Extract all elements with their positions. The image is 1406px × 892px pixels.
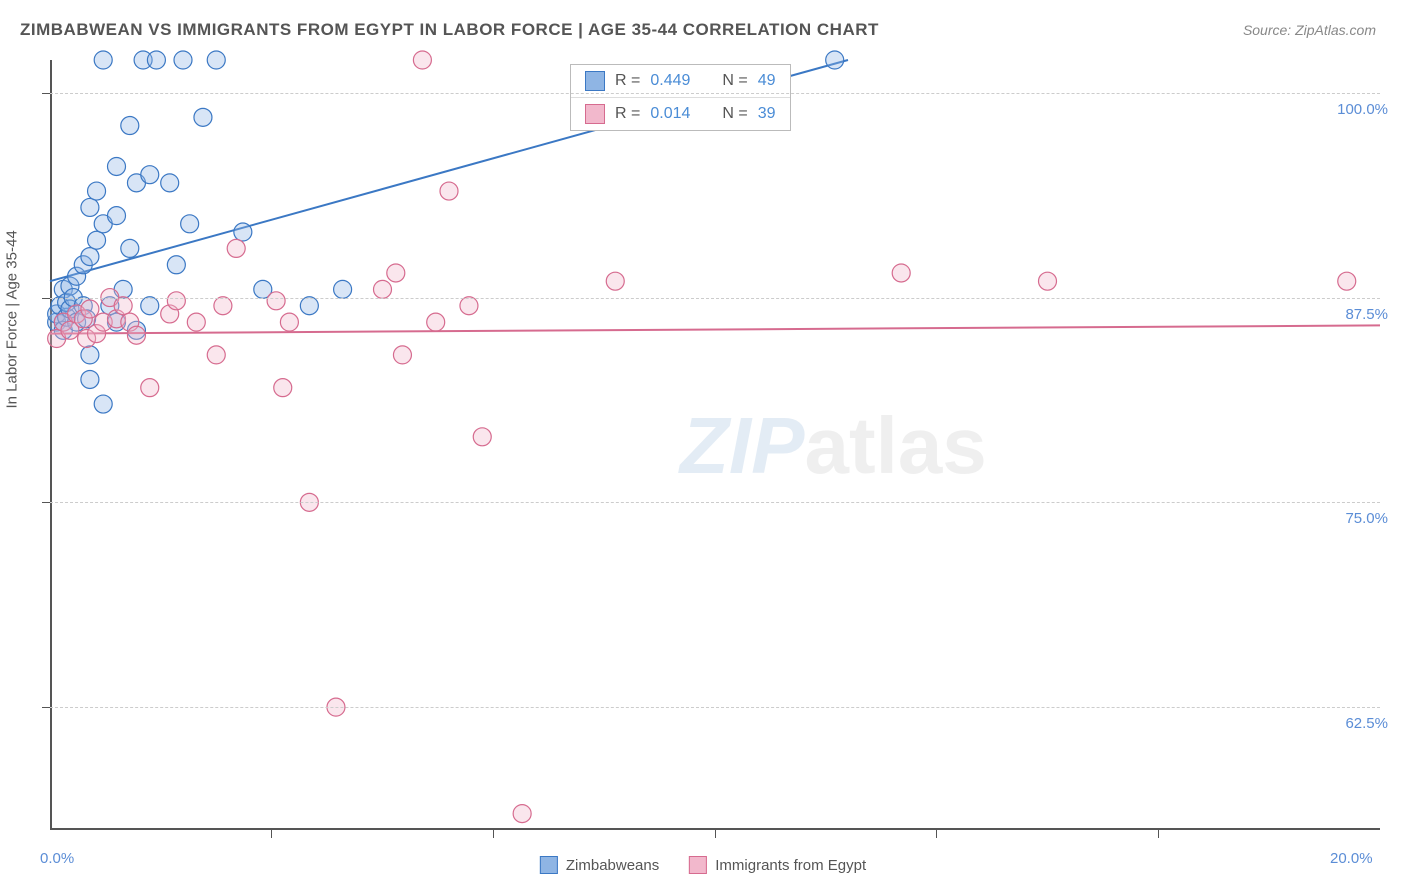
y-tick bbox=[42, 93, 50, 94]
scatter-point bbox=[161, 174, 179, 192]
y-tick bbox=[42, 298, 50, 299]
y-tick-label: 87.5% bbox=[1345, 306, 1388, 323]
scatter-point bbox=[147, 51, 165, 69]
scatter-point bbox=[187, 313, 205, 331]
scatter-point bbox=[892, 264, 910, 282]
scatter-point bbox=[207, 51, 225, 69]
scatter-point bbox=[1338, 272, 1356, 290]
scatter-point bbox=[81, 300, 99, 318]
legend-swatch-1 bbox=[540, 856, 558, 874]
scatter-point bbox=[440, 182, 458, 200]
y-tick bbox=[42, 707, 50, 708]
scatter-point bbox=[280, 313, 298, 331]
scatter-point bbox=[108, 157, 126, 175]
correlation-stats-box: R = 0.449 N = 49 R = 0.014 N = 39 bbox=[570, 64, 791, 131]
legend: Zimbabweans Immigrants from Egypt bbox=[540, 856, 866, 874]
gridline-h bbox=[50, 502, 1380, 503]
x-tick bbox=[936, 830, 937, 838]
scatter-point bbox=[227, 239, 245, 257]
r-label: R = bbox=[615, 72, 640, 90]
scatter-point bbox=[81, 198, 99, 216]
scatter-point bbox=[167, 256, 185, 274]
scatter-point bbox=[194, 108, 212, 126]
legend-item-2: Immigrants from Egypt bbox=[689, 856, 866, 874]
scatter-point bbox=[300, 297, 318, 315]
scatter-point bbox=[81, 346, 99, 364]
r-value-2: 0.014 bbox=[650, 105, 690, 123]
scatter-point bbox=[121, 239, 139, 257]
y-tick-label: 75.0% bbox=[1345, 510, 1388, 527]
x-tick bbox=[1158, 830, 1159, 838]
scatter-point bbox=[81, 370, 99, 388]
gridline-h bbox=[50, 93, 1380, 94]
scatter-point bbox=[214, 297, 232, 315]
legend-item-1: Zimbabweans bbox=[540, 856, 659, 874]
scatter-point bbox=[234, 223, 252, 241]
n-label: N = bbox=[722, 105, 747, 123]
x-tick bbox=[715, 830, 716, 838]
scatter-point bbox=[88, 231, 106, 249]
scatter-point bbox=[121, 117, 139, 135]
source-label: Source: ZipAtlas.com bbox=[1243, 22, 1376, 38]
n-value-2: 39 bbox=[758, 105, 776, 123]
y-tick-label: 100.0% bbox=[1337, 101, 1388, 118]
stats-swatch-1 bbox=[585, 71, 605, 91]
scatter-point bbox=[413, 51, 431, 69]
scatter-point bbox=[267, 292, 285, 310]
scatter-point bbox=[393, 346, 411, 364]
scatter-point bbox=[334, 280, 352, 298]
scatter-point bbox=[114, 297, 132, 315]
scatter-svg bbox=[50, 60, 1380, 830]
y-tick-label: 62.5% bbox=[1345, 715, 1388, 732]
r-label: R = bbox=[615, 105, 640, 123]
scatter-point bbox=[94, 395, 112, 413]
scatter-point bbox=[826, 51, 844, 69]
legend-label-1: Zimbabweans bbox=[566, 857, 659, 874]
x-tick bbox=[271, 830, 272, 838]
scatter-point bbox=[387, 264, 405, 282]
trend-line bbox=[50, 325, 1380, 333]
scatter-point bbox=[167, 292, 185, 310]
scatter-point bbox=[88, 182, 106, 200]
scatter-point bbox=[94, 51, 112, 69]
legend-swatch-2 bbox=[689, 856, 707, 874]
scatter-point bbox=[427, 313, 445, 331]
scatter-point bbox=[473, 428, 491, 446]
scatter-point bbox=[181, 215, 199, 233]
legend-label-2: Immigrants from Egypt bbox=[715, 857, 866, 874]
y-tick bbox=[42, 502, 50, 503]
n-value-1: 49 bbox=[758, 72, 776, 90]
scatter-point bbox=[108, 207, 126, 225]
scatter-point bbox=[606, 272, 624, 290]
scatter-point bbox=[513, 805, 531, 823]
gridline-h bbox=[50, 707, 1380, 708]
scatter-point bbox=[127, 326, 145, 344]
scatter-point bbox=[207, 346, 225, 364]
scatter-point bbox=[141, 166, 159, 184]
scatter-point bbox=[460, 297, 478, 315]
y-axis-label: In Labor Force | Age 35-44 bbox=[4, 230, 21, 408]
scatter-point bbox=[141, 379, 159, 397]
x-tick bbox=[493, 830, 494, 838]
gridline-h bbox=[50, 298, 1380, 299]
scatter-point bbox=[374, 280, 392, 298]
stats-swatch-2 bbox=[585, 104, 605, 124]
chart-title: ZIMBABWEAN VS IMMIGRANTS FROM EGYPT IN L… bbox=[20, 20, 879, 40]
scatter-point bbox=[141, 297, 159, 315]
scatter-point bbox=[1039, 272, 1057, 290]
scatter-point bbox=[174, 51, 192, 69]
scatter-point bbox=[274, 379, 292, 397]
x-tick-label: 20.0% bbox=[1330, 850, 1373, 867]
x-tick-label: 0.0% bbox=[40, 850, 74, 867]
scatter-point bbox=[81, 248, 99, 266]
stats-row-series2: R = 0.014 N = 39 bbox=[571, 98, 790, 130]
n-label: N = bbox=[722, 72, 747, 90]
r-value-1: 0.449 bbox=[650, 72, 690, 90]
